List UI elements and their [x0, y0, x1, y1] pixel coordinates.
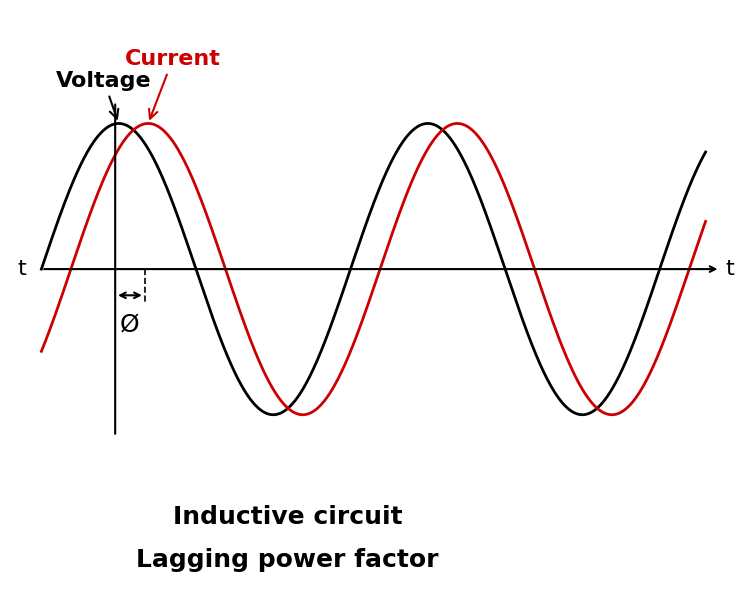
Text: Inductive circuit: Inductive circuit	[172, 505, 403, 529]
Text: Current: Current	[125, 49, 221, 119]
Text: t: t	[725, 259, 734, 279]
Text: Voltage: Voltage	[56, 71, 152, 119]
Text: Ø: Ø	[120, 313, 140, 337]
Text: t: t	[18, 259, 27, 279]
Text: Lagging power factor: Lagging power factor	[136, 548, 439, 573]
